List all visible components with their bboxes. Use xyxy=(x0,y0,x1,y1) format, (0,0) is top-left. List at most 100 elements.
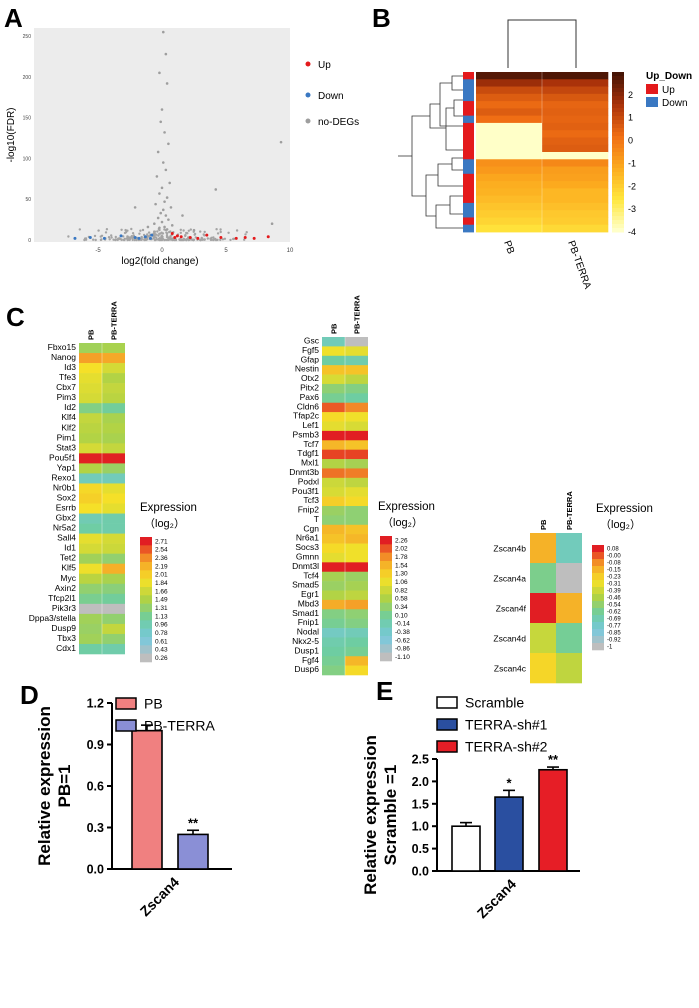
heatmap-cell xyxy=(79,603,102,615)
heatmap-cell xyxy=(79,623,102,635)
nodeg-point xyxy=(160,186,164,190)
down-point xyxy=(119,234,123,238)
nodeg-point xyxy=(146,225,150,229)
group-legend-up-label: Up xyxy=(662,85,675,96)
volcano-legend: Up Down no-DEGs xyxy=(305,60,359,128)
heatmap-cell xyxy=(322,628,345,638)
nodeg-point xyxy=(114,238,118,241)
up-point xyxy=(234,236,238,240)
colorbar-label: -0.77 xyxy=(607,624,621,630)
heatmap-cell xyxy=(79,593,102,605)
heatmap-cell xyxy=(345,402,368,413)
colorbar-segment xyxy=(612,144,624,149)
colorbar-segment xyxy=(612,100,624,105)
nodeg-point xyxy=(229,238,232,242)
gene-label: Fnip1 xyxy=(298,617,320,627)
colorbar-segment xyxy=(140,578,152,588)
legend-label: Scramble xyxy=(465,695,524,711)
colorbar-label: 1.31 xyxy=(155,605,168,612)
nodeg-point xyxy=(158,226,161,230)
gene-label: Lef1 xyxy=(302,420,319,430)
volcano-x-label: log2(fold change) xyxy=(121,256,198,267)
nodeg-point xyxy=(164,52,168,56)
colorbar-segment xyxy=(592,552,604,560)
colorbar-segment xyxy=(380,594,392,603)
heatmap-cell xyxy=(345,618,368,629)
row-group-cell xyxy=(463,122,474,131)
nodeg-point xyxy=(158,71,161,75)
gene-label: Mxl1 xyxy=(301,458,319,468)
gene-label: Esrrb xyxy=(56,503,77,513)
row-group-cell xyxy=(463,86,474,95)
heatmap-cell xyxy=(322,618,345,629)
gene-label: Fnip2 xyxy=(298,505,320,515)
nodeg-point xyxy=(110,236,113,239)
heatmap-cell xyxy=(345,515,368,526)
heatmap-cell xyxy=(345,599,368,610)
nodeg-point xyxy=(122,235,125,238)
row-group-cell xyxy=(463,101,474,109)
volcano-y-tick: 250 xyxy=(23,34,32,40)
heatmap-cell xyxy=(345,412,368,422)
y-tick-label: 1.5 xyxy=(412,797,429,811)
heatmap-cell xyxy=(102,473,125,484)
heatmap-cell xyxy=(79,483,102,494)
heatmap-cell xyxy=(476,122,543,131)
heatmap-cell xyxy=(102,483,125,494)
nodeg-point xyxy=(155,233,158,236)
nodeg-point xyxy=(105,228,109,231)
nodeg-point xyxy=(206,237,209,240)
heatmap-cell xyxy=(476,217,543,226)
heatmap-cell xyxy=(556,563,582,594)
significance-marker: ** xyxy=(188,815,199,830)
heatmap-cell xyxy=(322,346,345,357)
heatmap-cell xyxy=(79,513,102,524)
heatmap-cells xyxy=(476,72,609,233)
colorbar-label: 1.13 xyxy=(155,613,168,620)
heatmap-cell xyxy=(476,79,543,87)
heatmap-cell xyxy=(322,430,345,441)
heatmap-cell xyxy=(345,628,368,638)
volcano-x-tick: 5 xyxy=(224,248,228,254)
gene-label: Nkx2-5 xyxy=(292,636,319,646)
gene-label: Zscan4a xyxy=(493,574,526,584)
bar-pb-terra xyxy=(177,833,209,870)
nodeg-point xyxy=(235,229,239,232)
colorbar-segment xyxy=(380,577,392,587)
nodeg-point xyxy=(215,228,218,231)
gene-label: Stat3 xyxy=(56,442,76,452)
nodeg-point xyxy=(168,181,171,185)
colorbar-segment xyxy=(140,595,152,604)
colorbar-segment xyxy=(592,643,604,651)
gene-label: Socs3 xyxy=(295,542,319,552)
colorbar-segment xyxy=(612,88,624,93)
colorbar-label: 0.10 xyxy=(395,612,408,619)
heatmap-cell xyxy=(345,524,368,535)
colorbar-segment xyxy=(380,552,392,562)
colorbar-segment xyxy=(612,184,624,189)
colorbar-label: 0.08 xyxy=(607,547,619,553)
heatmap-cell xyxy=(530,533,556,564)
nodeg-point xyxy=(245,231,248,234)
colorbar-label: 1.49 xyxy=(155,597,168,604)
heatmap-cell xyxy=(542,144,609,153)
nodeg-point xyxy=(232,237,236,240)
legend-down-label: Down xyxy=(318,91,344,102)
colorbar-label: -0.08 xyxy=(607,561,621,567)
gene-label: Gsc xyxy=(304,336,320,346)
heatmap-cell xyxy=(542,108,609,117)
nodeg-point xyxy=(160,108,164,111)
nodeg-point xyxy=(164,168,168,172)
colorbar-tick: -2 xyxy=(628,181,636,191)
group-legend-title: Up_Down xyxy=(646,71,692,82)
colorbar-segment xyxy=(612,152,624,157)
volcano-x-tick: 10 xyxy=(287,248,294,254)
heatmap-cell xyxy=(79,543,102,554)
colorbar-segment xyxy=(612,228,624,233)
colorbar-label: 2.19 xyxy=(155,563,168,570)
heatmap-cell xyxy=(79,553,102,565)
colorbar-segment xyxy=(380,536,392,545)
gene-label: Tcf3 xyxy=(303,495,319,505)
heatmap-cell xyxy=(79,493,102,504)
volcano-x-tick: 0 xyxy=(160,248,164,254)
